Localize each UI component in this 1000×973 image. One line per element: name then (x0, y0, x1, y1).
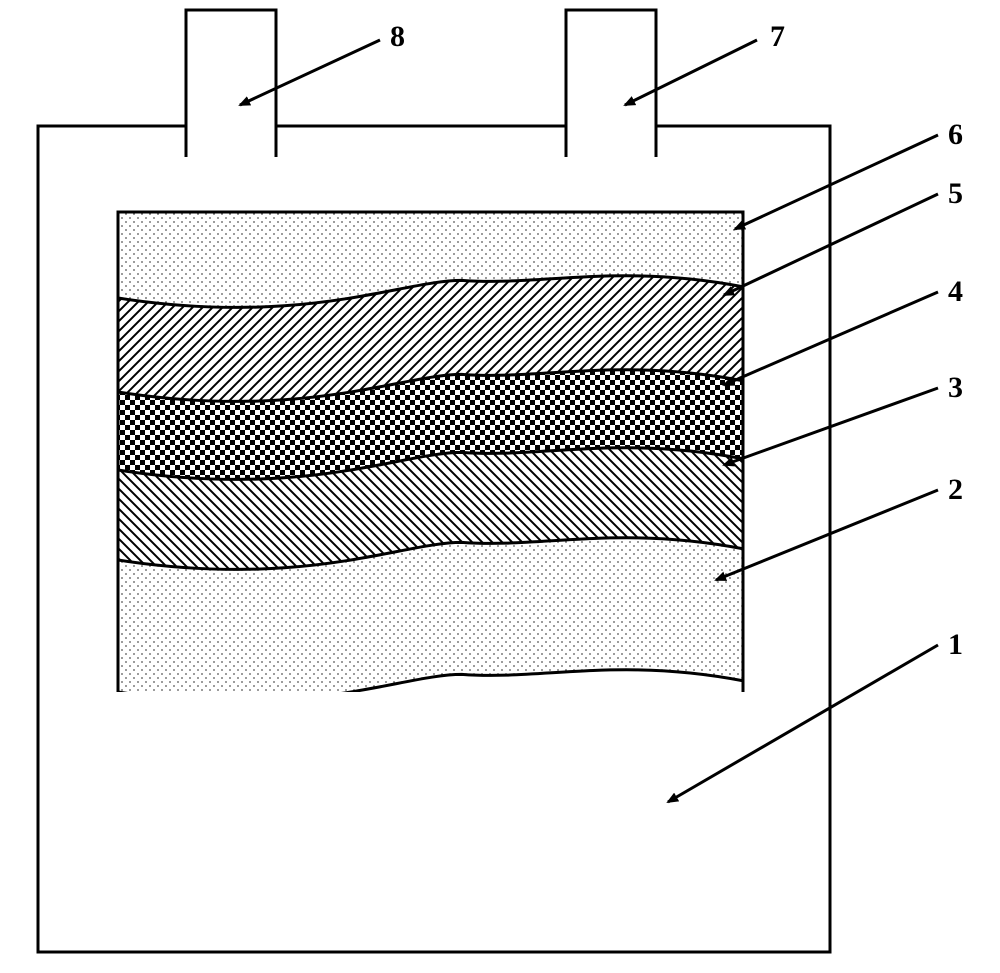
layer-stack (118, 212, 743, 701)
diagram-svg (0, 0, 1000, 973)
callout-label-7: 7 (770, 20, 785, 54)
callout-label-6: 6 (948, 118, 963, 152)
callout-label-4: 4 (948, 275, 963, 309)
diagram-root: 8 7 6 5 4 3 2 1 (0, 0, 1000, 973)
callout-arrow-6 (735, 135, 938, 229)
callout-label-5: 5 (948, 177, 963, 211)
callout-label-8: 8 (390, 20, 405, 54)
callout-label-2: 2 (948, 473, 963, 507)
callout-label-1: 1 (948, 628, 963, 662)
callout-label-3: 3 (948, 371, 963, 405)
callout-arrow-2 (716, 490, 938, 580)
